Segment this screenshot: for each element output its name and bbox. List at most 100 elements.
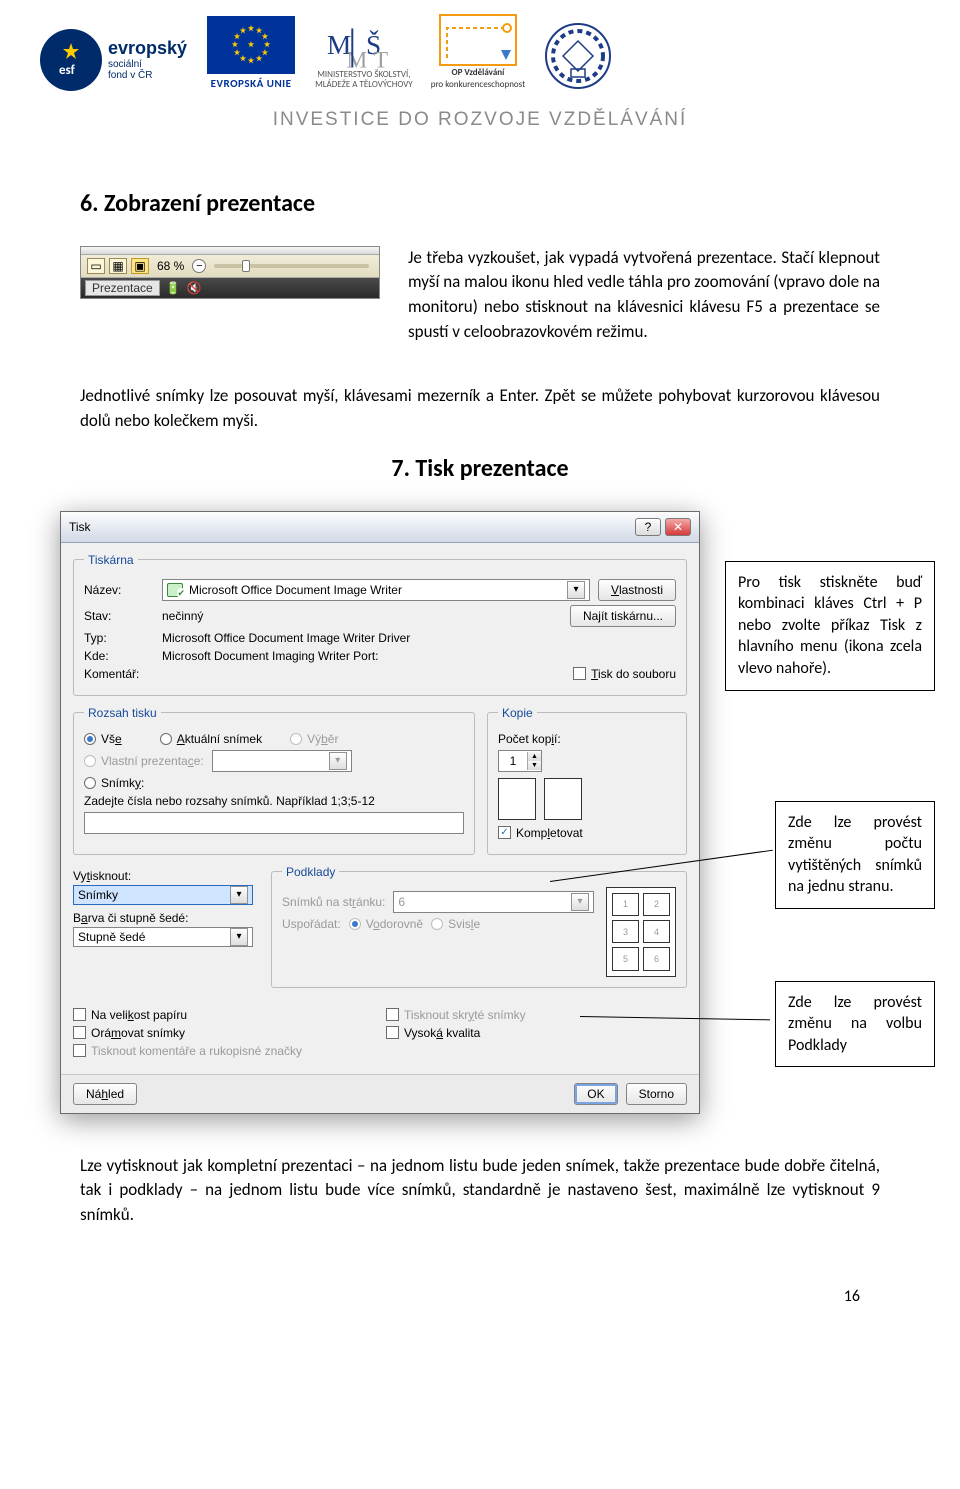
group-handouts: Podklady Snímků na stránku: 6 ▾	[271, 865, 687, 988]
battery-icon: 🔋	[166, 281, 181, 295]
copies-spinner[interactable]: 1 ▲▼	[498, 750, 542, 772]
printer-combo[interactable]: Microsoft Office Document Image Writer ▾	[162, 579, 590, 601]
color-value: Stupně šedé	[78, 930, 145, 944]
color-combo[interactable]: Stupně šedé ▾	[73, 927, 253, 947]
group-printer: Tiskárna Název: Microsoft Office Documen…	[73, 553, 687, 696]
esf-big: evropský	[108, 38, 187, 59]
esf-line1: sociální	[108, 59, 187, 71]
lbl-type: Typ:	[84, 631, 154, 645]
find-printer-button[interactable]: Najít tiskárnu...	[570, 605, 676, 627]
outro-para: Lze vytisknout jak kompletní prezentaci …	[80, 1154, 880, 1228]
copies-value: 1	[499, 754, 527, 768]
view-slideshow-icon[interactable]: ▣	[131, 258, 149, 274]
cancel-button[interactable]: Storno	[626, 1083, 687, 1105]
zoom-slider[interactable]	[214, 264, 369, 268]
print-what-combo[interactable]: Snímky ▾	[73, 885, 253, 905]
zoom-value: 68 %	[157, 259, 184, 273]
group-printer-legend: Tiskárna	[84, 553, 138, 567]
eu-caption: EVROPSKÁ UNIE	[211, 78, 292, 91]
msmt-line2: MLÁDEŽE A TĚLOVÝCHOVY	[315, 80, 413, 90]
help-button[interactable]: ?	[635, 518, 661, 536]
group-range-legend: Rozsah tisku	[84, 706, 161, 720]
collate-diagram	[498, 778, 676, 820]
statusbar-snippet: ▭ ▦ ▣ 68 % − Prezentace 🔋 🔇	[80, 246, 380, 299]
radio-custom-show: Vlastní prezentace:	[84, 754, 204, 768]
chk-fit[interactable]: Na velikost papíru	[73, 1008, 374, 1022]
presentation-tab[interactable]: Prezentace	[85, 280, 160, 296]
lbl-comment: Komentář:	[84, 667, 154, 681]
perpage-value: 6	[398, 895, 405, 909]
lbl-perpage: Snímků na stránku:	[282, 895, 385, 909]
section7-title: 7. Tisk prezentace	[80, 454, 880, 483]
msmt-icon: M Š M T	[325, 20, 403, 70]
print-dialog: Tisk ? ✕ Tiskárna Název: M	[60, 511, 700, 1114]
find-printer-label: Najít tiskárnu...	[583, 609, 663, 623]
preview-button[interactable]: Náhled	[73, 1083, 137, 1105]
slides-input[interactable]	[84, 812, 464, 834]
logo-op: OP Vzdělávání pro konkurenceschopnost	[431, 14, 525, 91]
op-icon	[439, 14, 517, 66]
logo-eu: EVROPSKÁ UNIE	[205, 14, 297, 91]
dialog-titlebar: Tisk ? ✕	[61, 512, 699, 543]
group-copies: Kopie Počet kopií: 1 ▲▼	[487, 706, 687, 855]
perpage-combo: 6 ▾	[393, 891, 594, 913]
print-what-value: Snímky	[78, 888, 118, 902]
lbl-print: Vytisknout:	[73, 869, 131, 883]
lbl-copies: Počet kopií:	[498, 732, 561, 746]
view-sorter-icon[interactable]: ▦	[109, 258, 127, 274]
custom-show-combo: ▾	[212, 750, 352, 772]
ok-button[interactable]: OK	[574, 1083, 617, 1105]
logo-esf: esf evropský sociální fond v ČR	[40, 29, 187, 91]
radio-selection: Výběr	[290, 732, 338, 746]
page-number: 16	[0, 1247, 960, 1306]
type-value: Microsoft Office Document Image Writer D…	[162, 631, 410, 645]
mute-icon: 🔇	[187, 281, 202, 295]
svg-text:M: M	[346, 47, 367, 70]
printer-combo-value: Microsoft Office Document Image Writer	[189, 583, 402, 597]
svg-text:esf: esf	[59, 63, 76, 78]
group-handouts-legend: Podklady	[282, 865, 339, 879]
collate-check[interactable]: ✓ Kompletovat	[498, 826, 583, 840]
svg-text:T: T	[374, 47, 388, 70]
lbl-order: Uspořádat:	[282, 917, 341, 931]
checkbox-checked-icon: ✓	[498, 826, 511, 839]
esf-line2: fond v ČR	[108, 70, 187, 82]
eu-flag-icon	[205, 14, 297, 76]
checkbox-icon	[573, 667, 586, 680]
view-normal-icon[interactable]: ▭	[87, 258, 105, 274]
op-line1: OP Vzdělávání	[452, 68, 505, 78]
radio-slides[interactable]: Snímky:	[84, 776, 144, 790]
group-copies-legend: Kopie	[498, 706, 537, 720]
section6-para1: Je třeba vyzkoušet, jak vypadá vytvořená…	[408, 246, 880, 345]
chk-hq[interactable]: Vysoká kvalita	[386, 1026, 687, 1040]
dialog-title: Tisk	[69, 520, 91, 534]
radio-horiz: Vodorovně	[349, 917, 423, 931]
chk-tofile-label: isk do souboru	[598, 667, 676, 681]
logo-gear	[543, 21, 613, 91]
gear-icon	[543, 21, 613, 91]
chk-comments: Tisknout komentáře a rukopisné značky	[73, 1044, 374, 1058]
properties-button[interactable]: Vlastnosti	[598, 579, 676, 601]
logo-msmt: M Š M T MINISTERSTVO ŠKOLSTVÍ, MLÁDEŽE A…	[315, 20, 413, 91]
where-value: Microsoft Document Imaging Writer Port:	[162, 649, 379, 663]
state-value: nečinný	[162, 609, 203, 623]
esf-badge-icon: esf	[40, 29, 102, 91]
note-box-3: Zde lze provést změnu na volbu Podklady	[775, 981, 935, 1068]
note-box-2: Zde lze provést změnu počtu vytištěných …	[775, 801, 935, 909]
op-line2: pro konkurenceschopnost	[431, 80, 525, 90]
slides-hint: Zadejte čísla nebo rozsahy snímků. Napří…	[84, 794, 375, 808]
header-logos: esf evropský sociální fond v ČR	[0, 0, 960, 99]
radio-vert: Svisle	[431, 917, 480, 931]
subheader: INVESTICE DO ROZVOJE VZDĚLÁVÁNÍ	[0, 99, 960, 171]
presentation-tab-label: Prezentace	[92, 281, 153, 295]
chk-frame[interactable]: Orámovat snímky	[73, 1026, 374, 1040]
section6-para2: Jednotlivé snímky lze posouvat myší, klá…	[80, 384, 880, 433]
radio-current[interactable]: Aktuální snímek	[160, 732, 262, 746]
radio-all[interactable]: Vše	[84, 732, 122, 746]
zoom-out-button[interactable]: −	[192, 259, 206, 273]
close-button[interactable]: ✕	[665, 518, 691, 536]
print-dialog-area: Tisk ? ✕ Tiskárna Název: M	[80, 511, 880, 1114]
chk-hidden: Tisknout skryté snímky	[386, 1008, 687, 1022]
print-to-file-check[interactable]: Tisk do souboru	[573, 667, 676, 681]
esf-text: evropský sociální fond v ČR	[108, 38, 187, 82]
